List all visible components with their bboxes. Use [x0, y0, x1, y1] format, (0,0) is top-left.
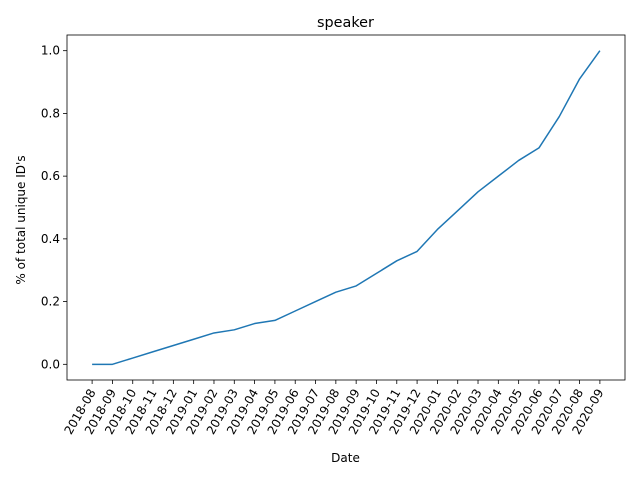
- y-tick-label: 1.0: [41, 44, 60, 58]
- y-tick-label: 0.6: [41, 169, 60, 183]
- y-tick-label: 0.0: [41, 357, 60, 371]
- series-line-0: [92, 50, 601, 366]
- axes-frame: [66, 34, 626, 381]
- x-axis-label: Date: [331, 451, 360, 465]
- y-tick-label: 0.8: [41, 106, 60, 120]
- y-axis-ticks: 0.0 0.2 0.4 0.6 0.8 1.0: [41, 44, 67, 371]
- plot-area: [66, 34, 626, 381]
- y-axis-label: % of total unique ID's: [14, 155, 28, 284]
- y-tick-label: 0.2: [41, 295, 60, 309]
- chart-title: speaker: [317, 15, 374, 31]
- y-tick-label: 0.4: [41, 232, 60, 246]
